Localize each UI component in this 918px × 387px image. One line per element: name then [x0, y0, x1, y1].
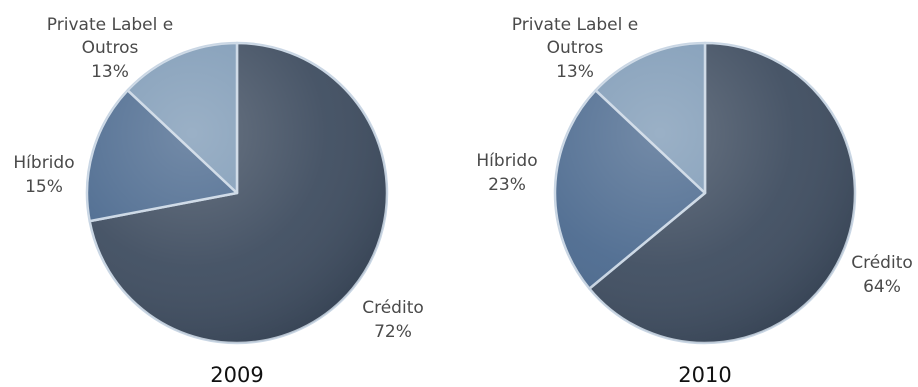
chart-title-2009: 2009: [210, 363, 263, 387]
slice-label-2009-hibrido-value: 15%: [25, 177, 63, 197]
slice-label-2009-credito-value: 72%: [374, 322, 412, 342]
slice-label-2009-hibrido: Híbrido: [13, 153, 74, 173]
slice-label-2010-private-label-value: 13%: [556, 62, 594, 82]
pie-chart-2009: Private Label e Outros 13% Híbrido 15% C…: [13, 15, 423, 387]
pie-2009-slices: [85, 41, 389, 345]
pie-2010-slices: [553, 41, 857, 345]
slice-label-2010-credito: Crédito: [851, 253, 913, 273]
slice-label-2010-credito-value: 64%: [863, 277, 901, 297]
chart-title-2010: 2010: [678, 363, 731, 387]
slice-label-2009-private-label-line1: Private Label e: [47, 15, 173, 35]
slice-label-2010-private-label-line1: Private Label e: [512, 15, 638, 35]
slice-label-2010-private-label-line2: Outros: [547, 38, 604, 58]
slice-label-2009-private-label-value: 13%: [91, 62, 129, 82]
slice-label-2009-private-label-line2: Outros: [82, 38, 139, 58]
slice-label-2010-hibrido: Híbrido: [476, 151, 537, 171]
slice-label-2010-hibrido-value: 23%: [488, 175, 526, 195]
pie-chart-2010: Private Label e Outros 13% Híbrido 23% C…: [476, 15, 912, 387]
slice-label-2009-credito: Crédito: [362, 298, 424, 318]
